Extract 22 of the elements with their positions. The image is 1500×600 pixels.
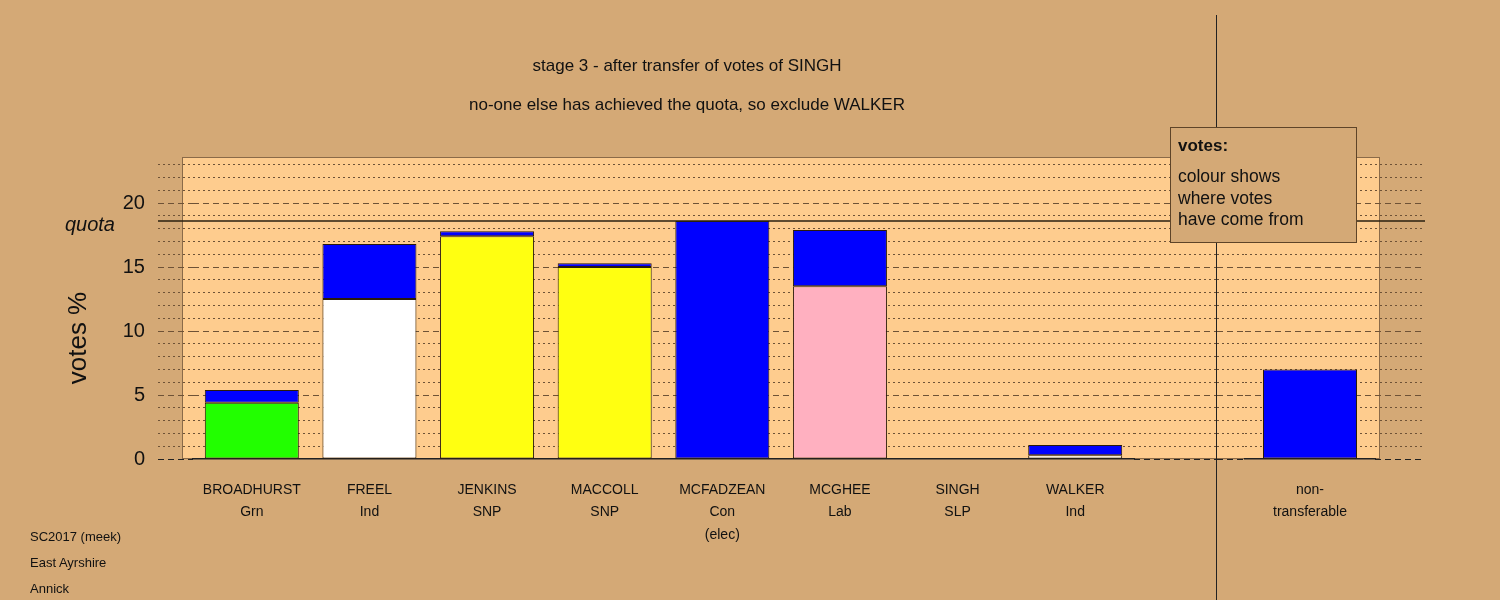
y-tick-label: 15 [122, 254, 145, 277]
y-tick-label: 0 [133, 446, 145, 469]
ref-line-label: quota [64, 212, 115, 235]
annotation: colour shows where votes have come from [1178, 166, 1305, 231]
x-tick-label: BROADHURST Grn [202, 481, 302, 520]
chart-subtitle: no-one else has achieved the quota, so exclude WALKER [468, 95, 906, 115]
text: SC2017 (meek) [30, 529, 122, 544]
text: East Ayrshire [30, 555, 107, 570]
x-tick-label: SINGH SLP [935, 481, 980, 520]
x-tick-label: WALKER Ind [1045, 481, 1105, 520]
x-tick-label: MCFADZEAN Con (elec) [679, 481, 766, 542]
chart-title: stage 3 - after transfer of votes of SINGH [531, 56, 843, 76]
x-tick-label: FREEL Ind [346, 481, 393, 520]
y-axis-title: votes % [61, 291, 93, 385]
y-tick-label: 5 [133, 382, 145, 405]
x-tick-label: non- transferable [1273, 481, 1348, 520]
x-tick-label: MACCOLL SNP [570, 481, 639, 520]
y-tick-label: 10 [122, 318, 145, 341]
y-tick-label: 20 [122, 190, 145, 213]
x-tick-label: MCGHEE Lab [809, 481, 871, 520]
x-tick-label: JENKINS SNP [457, 481, 517, 520]
text: Annick [30, 581, 70, 596]
